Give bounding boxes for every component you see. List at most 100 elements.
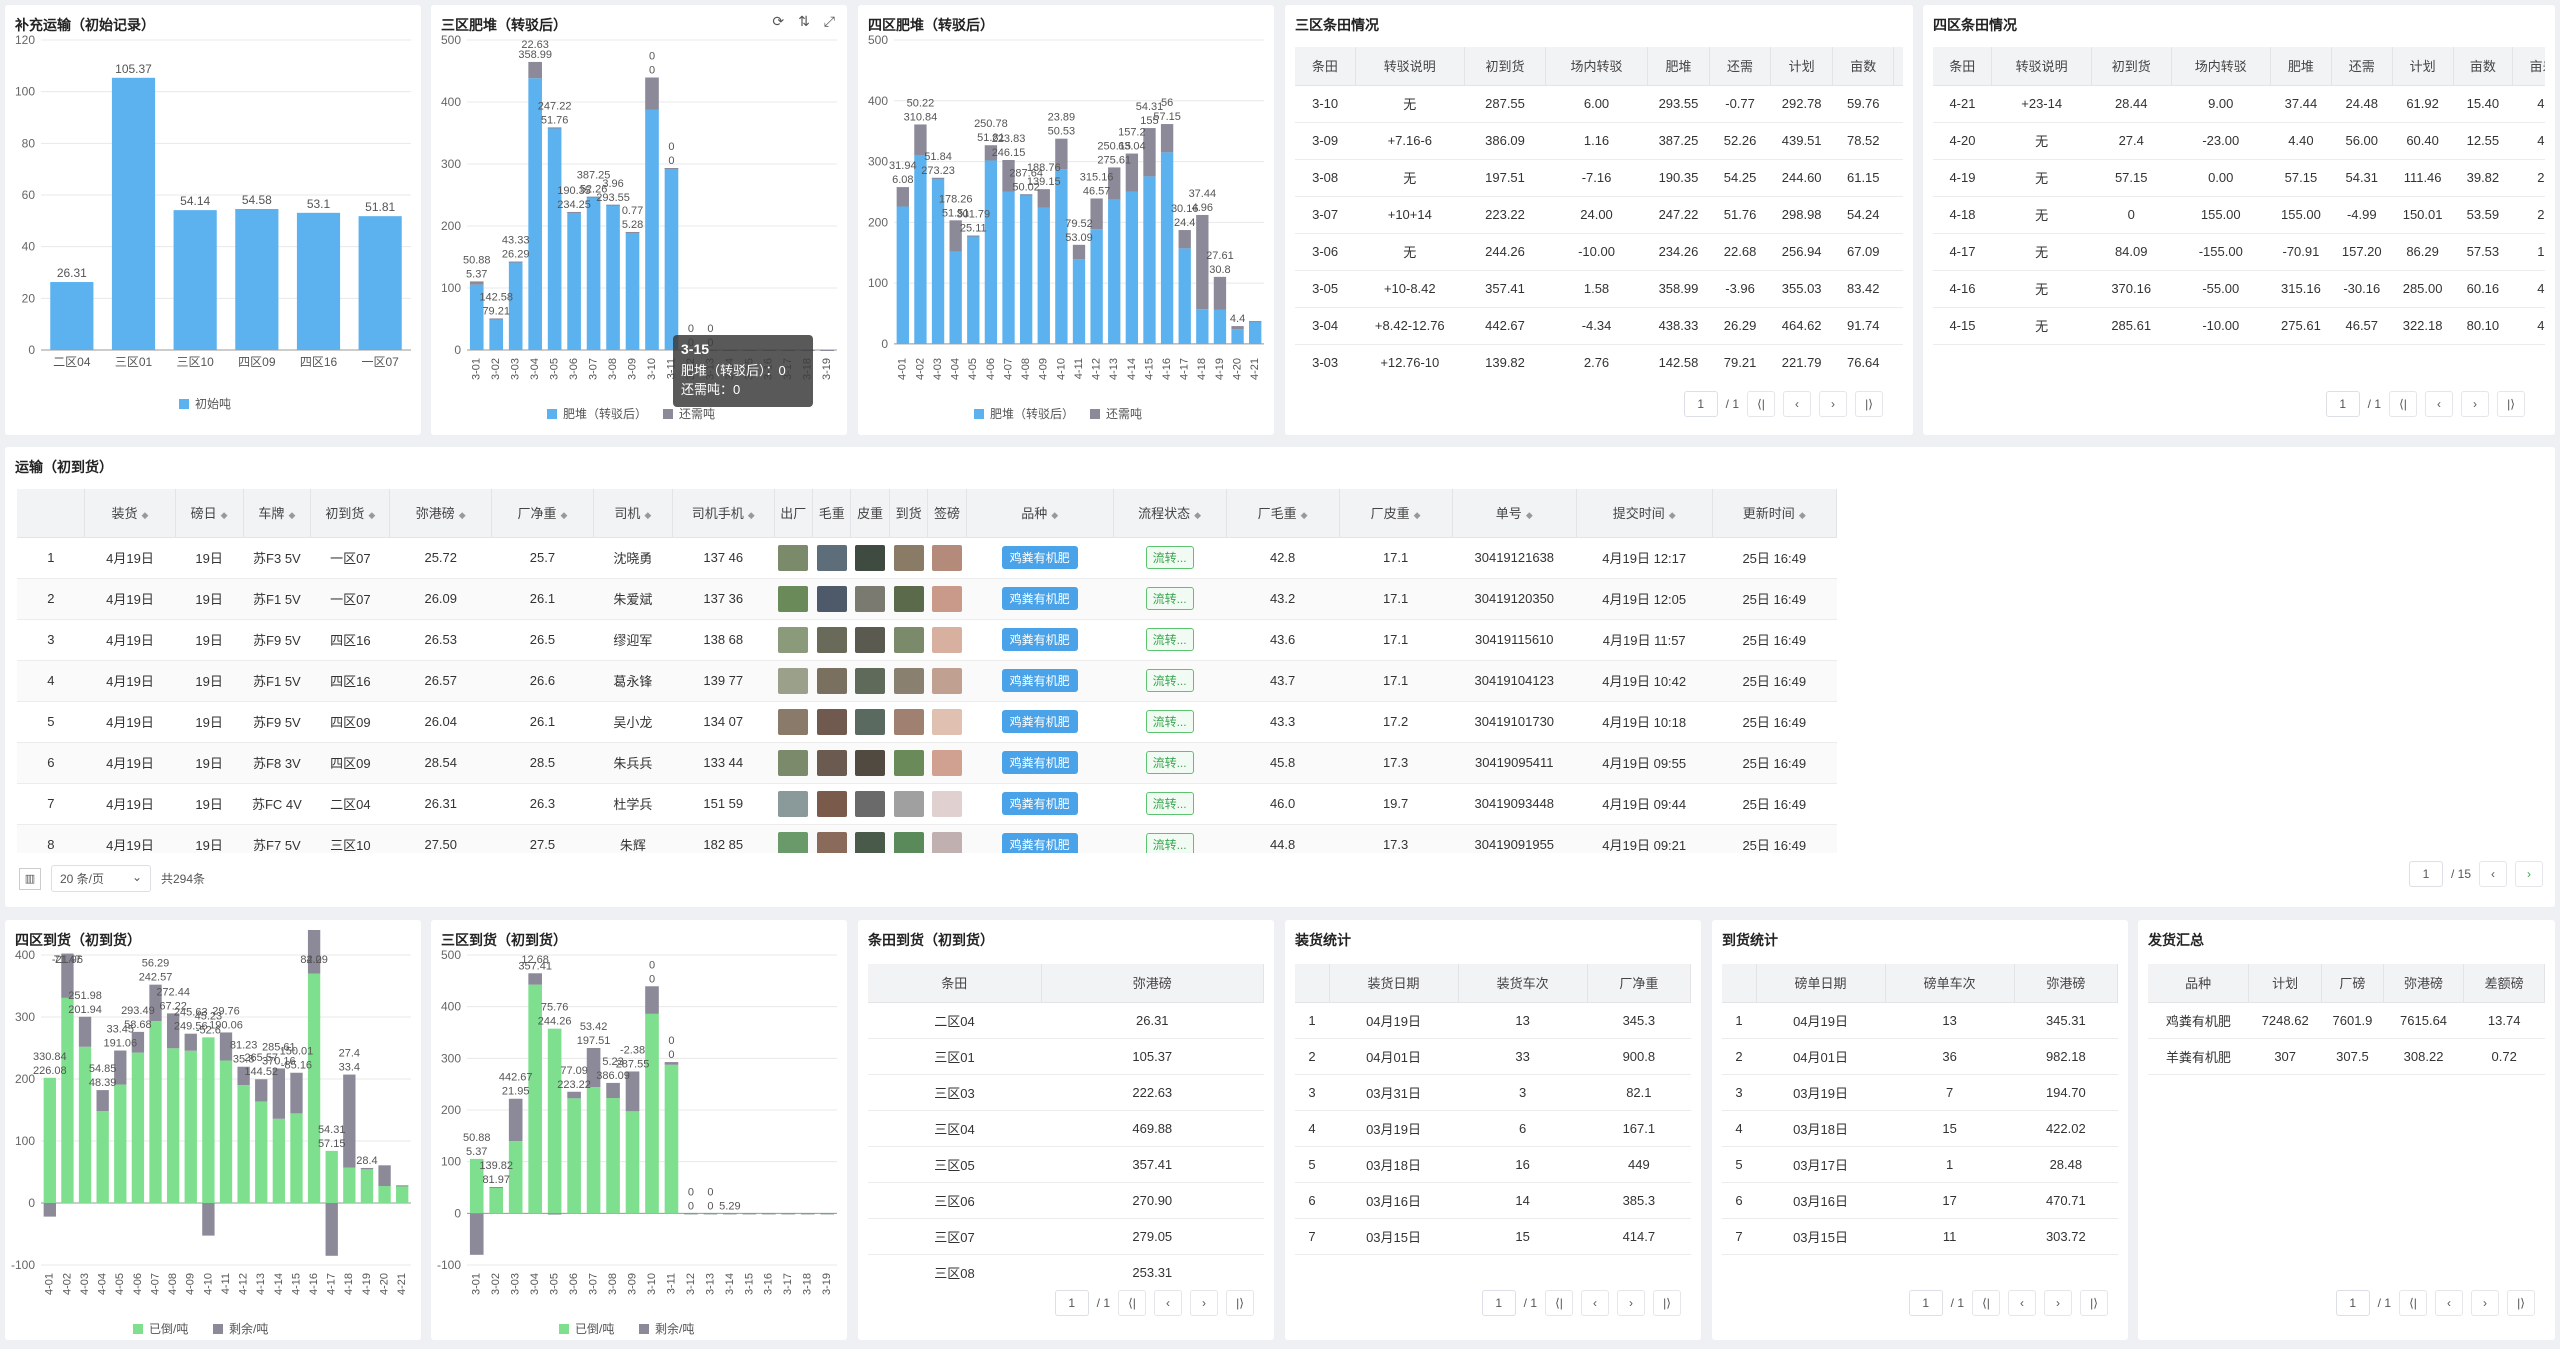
flow-status-button[interactable]: 流转... [1145,833,1194,853]
product-tag[interactable]: 鸡粪有机肥 [1001,669,1078,692]
photo-thumbnail[interactable] [855,831,886,853]
next-page-button[interactable]: › [1819,391,1847,417]
next-page-button[interactable]: › [1190,1290,1218,1316]
photo-thumbnail[interactable] [855,544,886,571]
flow-status-button[interactable]: 流转... [1145,628,1194,651]
page-input[interactable]: 1 [2408,861,2443,887]
prev-page-button[interactable]: ‹ [2425,391,2453,417]
first-page-button[interactable]: ⟨| [1972,1290,2000,1316]
photo-thumbnail[interactable] [931,626,962,653]
photo-thumbnail[interactable] [778,749,809,776]
first-page-button[interactable]: ⟨| [1118,1290,1146,1316]
photo-thumbnail[interactable] [893,626,924,653]
flow-status-button[interactable]: 流转... [1145,587,1194,610]
photo-thumbnail[interactable] [893,708,924,735]
page-input[interactable]: 1 [2335,1290,2370,1316]
photo-thumbnail[interactable] [778,708,809,735]
photo-thumbnail[interactable] [816,585,847,612]
sort-icon[interactable]: ◆ [1525,510,1533,521]
sort-icon[interactable]: ◆ [644,510,652,521]
photo-thumbnail[interactable] [855,667,886,694]
last-page-button[interactable]: |⟩ [2080,1290,2108,1316]
product-tag[interactable]: 鸡粪有机肥 [1001,546,1078,569]
page-size-select[interactable]: 20 条/页 ⌄ [51,865,151,892]
photo-thumbnail[interactable] [778,667,809,694]
sort-icon[interactable]: ⇅ [798,13,810,29]
photo-thumbnail[interactable] [931,585,962,612]
photo-thumbnail[interactable] [855,626,886,653]
photo-thumbnail[interactable] [816,749,847,776]
page-input[interactable]: 1 [1683,391,1718,417]
sort-icon[interactable]: ◆ [220,510,228,521]
next-page-button[interactable]: › [2461,391,2489,417]
sort-icon[interactable]: ◆ [1668,510,1676,521]
photo-thumbnail[interactable] [893,790,924,817]
last-page-button[interactable]: |⟩ [1855,391,1883,417]
refresh-icon[interactable]: ⟳ [772,13,785,29]
photo-thumbnail[interactable] [931,831,962,853]
sort-icon[interactable]: ◆ [141,510,149,521]
photo-thumbnail[interactable] [778,626,809,653]
sort-icon[interactable]: ◆ [1300,510,1308,521]
sort-icon[interactable]: ◆ [1798,510,1806,521]
flow-status-button[interactable]: 流转... [1145,546,1194,569]
photo-thumbnail[interactable] [931,544,962,571]
product-tag[interactable]: 鸡粪有机肥 [1001,710,1078,733]
photo-thumbnail[interactable] [931,749,962,776]
sort-icon[interactable]: ◆ [1194,510,1202,521]
prev-page-button[interactable]: ‹ [1581,1290,1609,1316]
flow-status-button[interactable]: 流转... [1145,669,1194,692]
photo-thumbnail[interactable] [855,708,886,735]
next-page-button[interactable]: › [1617,1290,1645,1316]
photo-thumbnail[interactable] [778,790,809,817]
product-tag[interactable]: 鸡粪有机肥 [1001,628,1078,651]
product-tag[interactable]: 鸡粪有机肥 [1001,751,1078,774]
first-page-button[interactable]: ⟨| [1545,1290,1573,1316]
photo-thumbnail[interactable] [893,667,924,694]
next-page-button[interactable]: › [2515,861,2543,887]
photo-thumbnail[interactable] [855,749,886,776]
product-tag[interactable]: 鸡粪有机肥 [1001,792,1078,815]
photo-thumbnail[interactable] [893,831,924,853]
photo-thumbnail[interactable] [778,831,809,853]
flow-status-button[interactable]: 流转... [1145,751,1194,774]
page-input[interactable]: 1 [1481,1290,1516,1316]
product-tag[interactable]: 鸡粪有机肥 [1001,833,1078,853]
fullscreen-icon[interactable]: ⤢ [823,13,835,29]
next-page-button[interactable]: › [2471,1290,2499,1316]
first-page-button[interactable]: ⟨| [1747,391,1775,417]
photo-thumbnail[interactable] [931,708,962,735]
flow-status-button[interactable]: 流转... [1145,710,1194,733]
photo-thumbnail[interactable] [855,585,886,612]
photo-thumbnail[interactable] [893,544,924,571]
sort-icon[interactable]: ◆ [747,510,755,521]
prev-page-button[interactable]: ‹ [1154,1290,1182,1316]
last-page-button[interactable]: |⟩ [1653,1290,1681,1316]
next-page-button[interactable]: › [2044,1290,2072,1316]
sort-icon[interactable]: ◆ [560,510,568,521]
photo-thumbnail[interactable] [931,790,962,817]
photo-thumbnail[interactable] [893,749,924,776]
sort-icon[interactable]: ◆ [288,510,296,521]
last-page-button[interactable]: |⟩ [2497,391,2525,417]
first-page-button[interactable]: ⟨| [2399,1290,2427,1316]
sort-icon[interactable]: ◆ [458,510,466,521]
last-page-button[interactable]: |⟩ [1226,1290,1254,1316]
photo-thumbnail[interactable] [816,667,847,694]
page-input[interactable]: 1 [2325,391,2360,417]
photo-thumbnail[interactable] [855,790,886,817]
last-page-button[interactable]: |⟩ [2507,1290,2535,1316]
columns-icon[interactable]: ▥ [19,867,41,890]
prev-page-button[interactable]: ‹ [1783,391,1811,417]
page-input[interactable]: 1 [1054,1290,1089,1316]
photo-thumbnail[interactable] [893,585,924,612]
prev-page-button[interactable]: ‹ [2008,1290,2036,1316]
photo-thumbnail[interactable] [816,544,847,571]
photo-thumbnail[interactable] [816,831,847,853]
first-page-button[interactable]: ⟨| [2389,391,2417,417]
photo-thumbnail[interactable] [816,708,847,735]
photo-thumbnail[interactable] [816,790,847,817]
photo-thumbnail[interactable] [931,667,962,694]
product-tag[interactable]: 鸡粪有机肥 [1001,587,1078,610]
sort-icon[interactable]: ◆ [1413,510,1421,521]
